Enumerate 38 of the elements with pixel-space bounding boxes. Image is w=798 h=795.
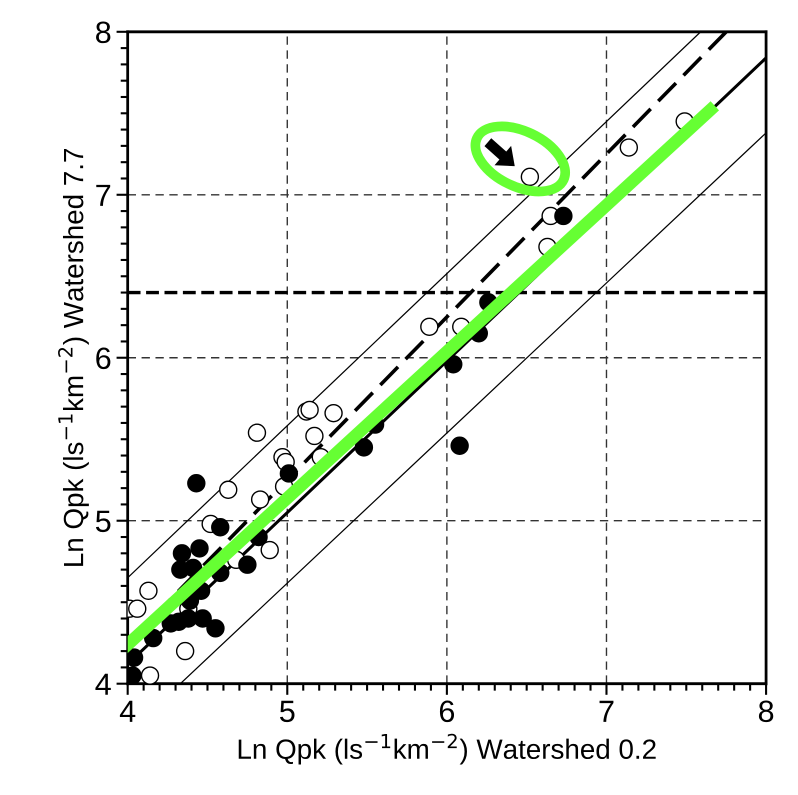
x-axis-title: Ln Qpk (ls$^{−1}$km$^{−2}$) Watershed 0.2	[238, 734, 656, 765]
point	[144, 628, 162, 648]
point	[520, 168, 540, 186]
point	[187, 474, 206, 492]
point	[354, 438, 374, 457]
point	[172, 544, 192, 563]
point	[300, 400, 319, 420]
point	[620, 138, 638, 157]
point	[250, 490, 270, 509]
point	[238, 556, 257, 574]
point	[444, 355, 462, 374]
point	[305, 426, 324, 446]
point	[128, 600, 146, 618]
point	[554, 206, 573, 226]
point	[260, 540, 279, 560]
x-tick-label: 5	[280, 700, 294, 722]
y-tick-label: 6	[96, 347, 110, 370]
point	[176, 642, 194, 660]
y-tick-label: 7	[96, 184, 110, 206]
x-tick-label: 7	[600, 700, 614, 722]
point	[211, 518, 230, 536]
point	[280, 464, 298, 483]
point	[139, 582, 158, 600]
y-axis-title: Ln Qpk (ls$^{−1}$km$^{−2}$) Watershed 7.7	[58, 148, 89, 566]
point	[206, 619, 225, 638]
point	[450, 436, 469, 455]
x-tick-label: 6	[440, 700, 454, 722]
point	[420, 318, 439, 336]
point	[219, 480, 238, 499]
y-tick-label: 8	[96, 22, 110, 44]
point	[248, 424, 266, 442]
point	[324, 404, 343, 422]
x-tick-label: 4	[120, 700, 136, 722]
point	[190, 539, 209, 558]
x-tick-label: 8	[758, 700, 774, 722]
point	[140, 666, 160, 684]
y-tick-label: 4	[95, 674, 111, 695]
y-tick-label: 5	[96, 510, 110, 532]
